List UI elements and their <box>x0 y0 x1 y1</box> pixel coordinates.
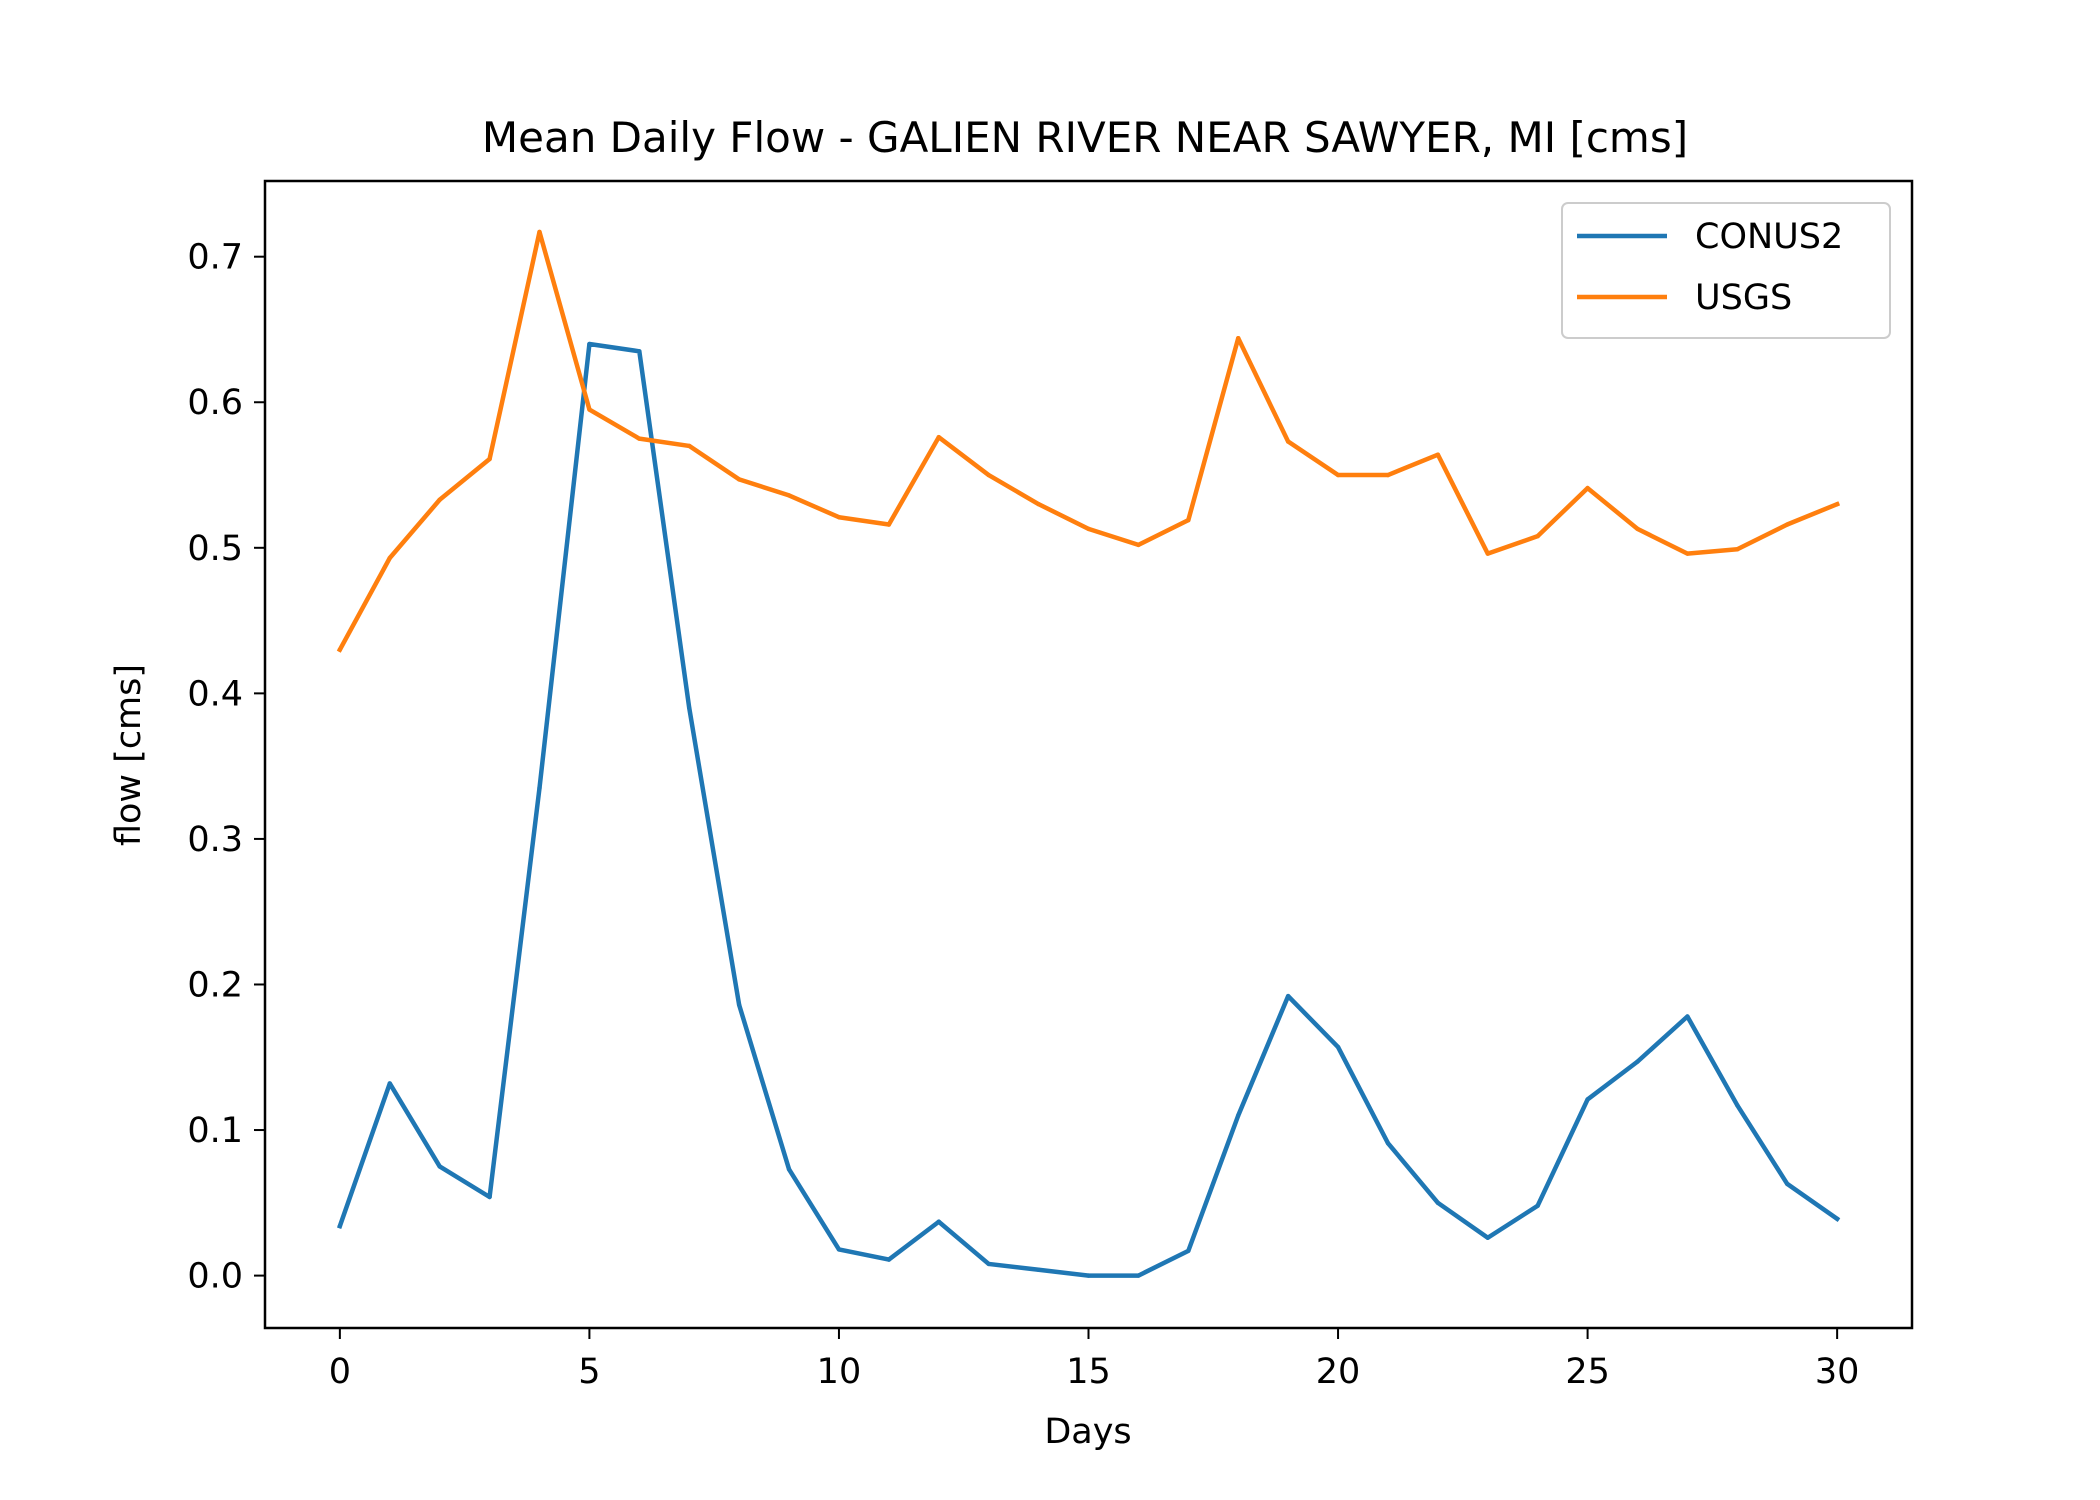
x-tick-label-20: 20 <box>1316 1352 1361 1392</box>
plot-area <box>336 229 1841 1278</box>
data-point-conus2-26 <box>1635 1059 1640 1064</box>
data-point-usgs-19 <box>1285 439 1291 444</box>
legend: CONUS2 USGS <box>1561 202 1891 339</box>
data-point-conus2-15 <box>1086 1273 1091 1278</box>
data-point-usgs-0 <box>337 647 343 652</box>
data-point-usgs-23 <box>1485 551 1490 556</box>
data-point-conus2-24 <box>1535 1203 1540 1208</box>
data-point-conus2-12 <box>936 1219 941 1224</box>
data-point-usgs-2 <box>437 497 442 502</box>
data-point-usgs-15 <box>1086 526 1091 532</box>
y-axis: 0.0 0.1 0.2 0.3 0.4 0.5 0.6 0.7 <box>187 238 265 1297</box>
data-point-conus2-19 <box>1285 993 1291 999</box>
data-point-usgs-5 <box>587 407 592 412</box>
data-point-conus2-20 <box>1335 1044 1341 1050</box>
y-tick-label-6: 0.6 <box>187 383 243 423</box>
data-point-conus2-1 <box>387 1081 392 1086</box>
data-point-conus2-18 <box>1236 1113 1241 1118</box>
x-tick-label-25: 25 <box>1565 1352 1610 1392</box>
data-point-conus2-4 <box>537 785 542 791</box>
x-tick-label-10: 10 <box>817 1352 862 1392</box>
data-point-conus2-6 <box>637 349 642 354</box>
x-tick-label-15: 15 <box>1066 1352 1111 1392</box>
data-point-conus2-9 <box>786 1167 792 1172</box>
data-point-conus2-0 <box>337 1223 343 1229</box>
y-tick-label-5: 0.5 <box>187 529 243 569</box>
data-point-usgs-7 <box>687 443 692 449</box>
data-point-conus2-23 <box>1485 1235 1490 1240</box>
data-point-conus2-30 <box>1834 1216 1840 1222</box>
legend-label-usgs: USGS <box>1695 278 1792 318</box>
data-point-usgs-26 <box>1635 526 1640 532</box>
data-point-conus2-17 <box>1186 1248 1191 1254</box>
x-tick-label-5: 5 <box>578 1352 600 1392</box>
y-axis-label: flow [cms] <box>109 664 149 846</box>
chart-title: Mean Daily Flow - GALIEN RIVER NEAR SAWY… <box>482 113 1688 162</box>
data-point-conus2-3 <box>487 1194 492 1200</box>
data-point-conus2-2 <box>437 1164 442 1169</box>
data-point-usgs-9 <box>786 493 792 498</box>
data-point-usgs-11 <box>886 522 892 527</box>
data-point-usgs-12 <box>936 434 941 440</box>
x-axis: 0 5 10 15 20 25 30 <box>329 1328 1860 1392</box>
data-point-conus2-8 <box>736 1002 742 1008</box>
data-point-usgs-27 <box>1685 551 1690 556</box>
data-point-usgs-24 <box>1535 533 1540 539</box>
data-point-conus2-22 <box>1435 1200 1441 1206</box>
data-point-conus2-13 <box>986 1261 991 1267</box>
data-point-usgs-21 <box>1385 472 1391 478</box>
y-tick-label-4: 0.4 <box>187 674 243 714</box>
data-point-conus2-28 <box>1735 1103 1740 1108</box>
data-point-usgs-13 <box>986 472 991 478</box>
data-point-usgs-18 <box>1236 336 1241 341</box>
data-point-usgs-22 <box>1435 452 1441 457</box>
legend-label-conus2: CONUS2 <box>1695 217 1843 257</box>
data-point-usgs-1 <box>387 555 392 561</box>
data-point-usgs-25 <box>1585 485 1590 491</box>
data-point-conus2-25 <box>1585 1097 1590 1102</box>
data-point-usgs-17 <box>1186 517 1191 523</box>
data-point-usgs-28 <box>1735 547 1740 552</box>
y-tick-label-7: 0.7 <box>187 238 243 278</box>
data-point-usgs-3 <box>487 456 492 462</box>
data-point-conus2-21 <box>1385 1140 1391 1146</box>
data-point-usgs-4 <box>537 229 542 235</box>
y-tick-label-0: 0.0 <box>187 1257 243 1297</box>
data-point-usgs-14 <box>1036 501 1041 507</box>
data-point-usgs-8 <box>736 477 742 482</box>
data-point-conus2-7 <box>687 705 692 711</box>
x-axis-label: Days <box>1044 1412 1131 1452</box>
data-point-usgs-20 <box>1335 472 1341 478</box>
x-tick-label-0: 0 <box>329 1352 351 1392</box>
data-point-usgs-16 <box>1136 542 1141 548</box>
data-point-conus2-10 <box>836 1247 842 1252</box>
data-point-conus2-16 <box>1136 1273 1141 1278</box>
x-tick-label-30: 30 <box>1815 1352 1860 1392</box>
data-point-usgs-29 <box>1785 522 1790 527</box>
data-point-conus2-11 <box>886 1257 892 1262</box>
data-point-usgs-6 <box>637 436 642 441</box>
data-point-conus2-5 <box>587 341 592 347</box>
data-point-conus2-27 <box>1685 1014 1690 1019</box>
y-tick-label-2: 0.2 <box>187 965 243 1005</box>
y-tick-label-3: 0.3 <box>187 820 243 860</box>
data-point-usgs-10 <box>836 515 842 520</box>
data-point-conus2-14 <box>1036 1267 1041 1272</box>
y-tick-label-1: 0.1 <box>187 1111 243 1151</box>
data-point-usgs-30 <box>1834 501 1840 507</box>
data-point-conus2-29 <box>1785 1181 1790 1187</box>
